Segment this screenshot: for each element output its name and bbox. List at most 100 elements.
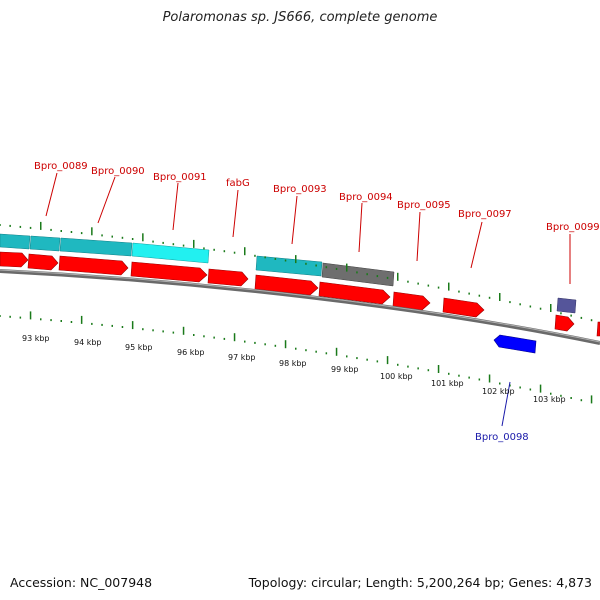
feature-track: [0, 233, 577, 314]
feature-cyan-light[interactable]: [131, 242, 210, 264]
cds-bpro-0090[interactable]: [27, 253, 59, 271]
minor-tick: [9, 224, 11, 227]
feature-cyan-2[interactable]: [29, 235, 61, 252]
gene-label-bpro-0099[interactable]: Bpro_0099: [546, 222, 600, 233]
kbp-label: 97 kbp: [228, 353, 256, 362]
minor-tick: [0, 224, 1, 226]
kbp-label: 98 kbp: [279, 359, 307, 368]
cds-bpro-0099[interactable]: [554, 314, 575, 332]
minor-tick: [366, 273, 368, 276]
cds-bpro-0098[interactable]: [493, 334, 537, 354]
minor-tick: [193, 334, 195, 336]
cds-bpro-0093[interactable]: [254, 274, 319, 296]
major-tick: [550, 304, 552, 312]
minor-tick: [244, 340, 246, 343]
gene-label-bpro-0091[interactable]: Bpro_0091: [153, 172, 207, 183]
minor-tick: [529, 388, 532, 391]
gene-label-bpro-0098[interactable]: Bpro_0098: [475, 432, 529, 443]
minor-tick: [570, 314, 572, 317]
feature-cyan-4[interactable]: [255, 255, 323, 277]
minor-tick: [274, 344, 277, 347]
gene-label-bpro-0093[interactable]: Bpro_0093: [273, 184, 327, 195]
minor-tick: [499, 382, 501, 385]
minor-tick: [172, 331, 175, 334]
minor-tick: [478, 294, 481, 297]
major-tick: [499, 293, 501, 301]
lower-tick-track: [0, 311, 593, 404]
minor-tick: [529, 305, 532, 308]
minor-tick: [29, 226, 32, 229]
kbp-label: 102 kbp: [482, 387, 515, 396]
minor-tick: [213, 336, 215, 339]
minor-tick: [458, 290, 460, 293]
major-tick: [437, 365, 440, 373]
minor-tick: [325, 266, 328, 269]
cds-bpro-0094[interactable]: [318, 281, 391, 305]
minor-tick: [437, 286, 440, 289]
minor-tick: [254, 341, 256, 344]
feature-cyan-3[interactable]: [59, 237, 133, 257]
minor-tick: [70, 321, 73, 323]
minor-tick: [60, 320, 62, 322]
minor-tick: [417, 367, 419, 370]
minor-tick: [519, 303, 521, 306]
minor-tick: [50, 319, 52, 322]
minor-tick: [131, 238, 134, 240]
cds-bpro-0100[interactable]: [596, 321, 600, 337]
minor-tick: [91, 322, 93, 325]
minor-tick: [80, 232, 83, 235]
gene-label-bpro-0097[interactable]: Bpro_0097: [458, 209, 512, 220]
gene-label-bpro-0090[interactable]: Bpro_0090: [91, 166, 145, 177]
major-tick: [29, 311, 32, 320]
minor-tick: [468, 292, 470, 295]
minor-tick: [315, 350, 317, 353]
minor-tick: [468, 376, 470, 379]
kbp-label: 94 kbp: [74, 338, 102, 347]
minor-tick: [152, 240, 154, 243]
kbp-label: 99 kbp: [331, 365, 359, 374]
major-tick: [182, 326, 185, 335]
gene-label-bpro-0095[interactable]: Bpro_0095: [397, 200, 451, 211]
feature-cyan-1[interactable]: [0, 233, 31, 250]
minor-tick: [397, 363, 399, 366]
minor-tick: [70, 231, 73, 233]
cds-fabg[interactable]: [130, 261, 208, 283]
minor-tick: [509, 301, 511, 304]
minor-tick: [539, 307, 542, 310]
minor-tick: [162, 241, 164, 244]
minor-tick: [590, 319, 593, 322]
gene-label-bpro-0094[interactable]: Bpro_0094: [339, 192, 393, 203]
cds-bpro-0097[interactable]: [442, 297, 485, 318]
minor-tick: [407, 365, 409, 368]
gene-label-fabg[interactable]: fabG: [226, 178, 250, 189]
minor-tick: [19, 225, 22, 228]
minor-tick: [448, 372, 450, 375]
kbp-scale-labels: 93 kbp 94 kbp 95 kbp 96 kbp 97 kbp 98 kb…: [22, 334, 566, 404]
minor-tick: [274, 257, 277, 260]
minor-tick: [40, 318, 42, 321]
gene-label-bpro-0089[interactable]: Bpro_0089: [34, 161, 88, 172]
major-tick: [131, 321, 134, 330]
minor-tick: [580, 399, 583, 402]
minor-tick: [254, 254, 256, 257]
cds-bpro-0095[interactable]: [392, 291, 431, 311]
feature-purple[interactable]: [556, 297, 577, 314]
forward-cds-track: [0, 251, 600, 337]
minor-tick: [284, 259, 287, 262]
minor-tick: [305, 262, 307, 265]
cds-bpro-0091[interactable]: [58, 255, 129, 276]
minor-tick: [519, 386, 521, 389]
kbp-label: 103 kbp: [533, 395, 566, 404]
map-title: Polaromonas sp. JS666, complete genome: [162, 10, 438, 25]
major-tick: [397, 272, 399, 281]
cds-bpro-0089[interactable]: [0, 251, 29, 268]
accession-text: Accession: NC_007948: [10, 575, 153, 590]
feature-gray[interactable]: [321, 262, 395, 287]
minor-tick: [560, 394, 562, 397]
cds-bpro-0092b[interactable]: [207, 268, 249, 287]
major-tick: [91, 227, 93, 236]
major-tick: [193, 239, 195, 248]
major-tick: [244, 247, 246, 256]
minor-tick: [223, 250, 226, 253]
